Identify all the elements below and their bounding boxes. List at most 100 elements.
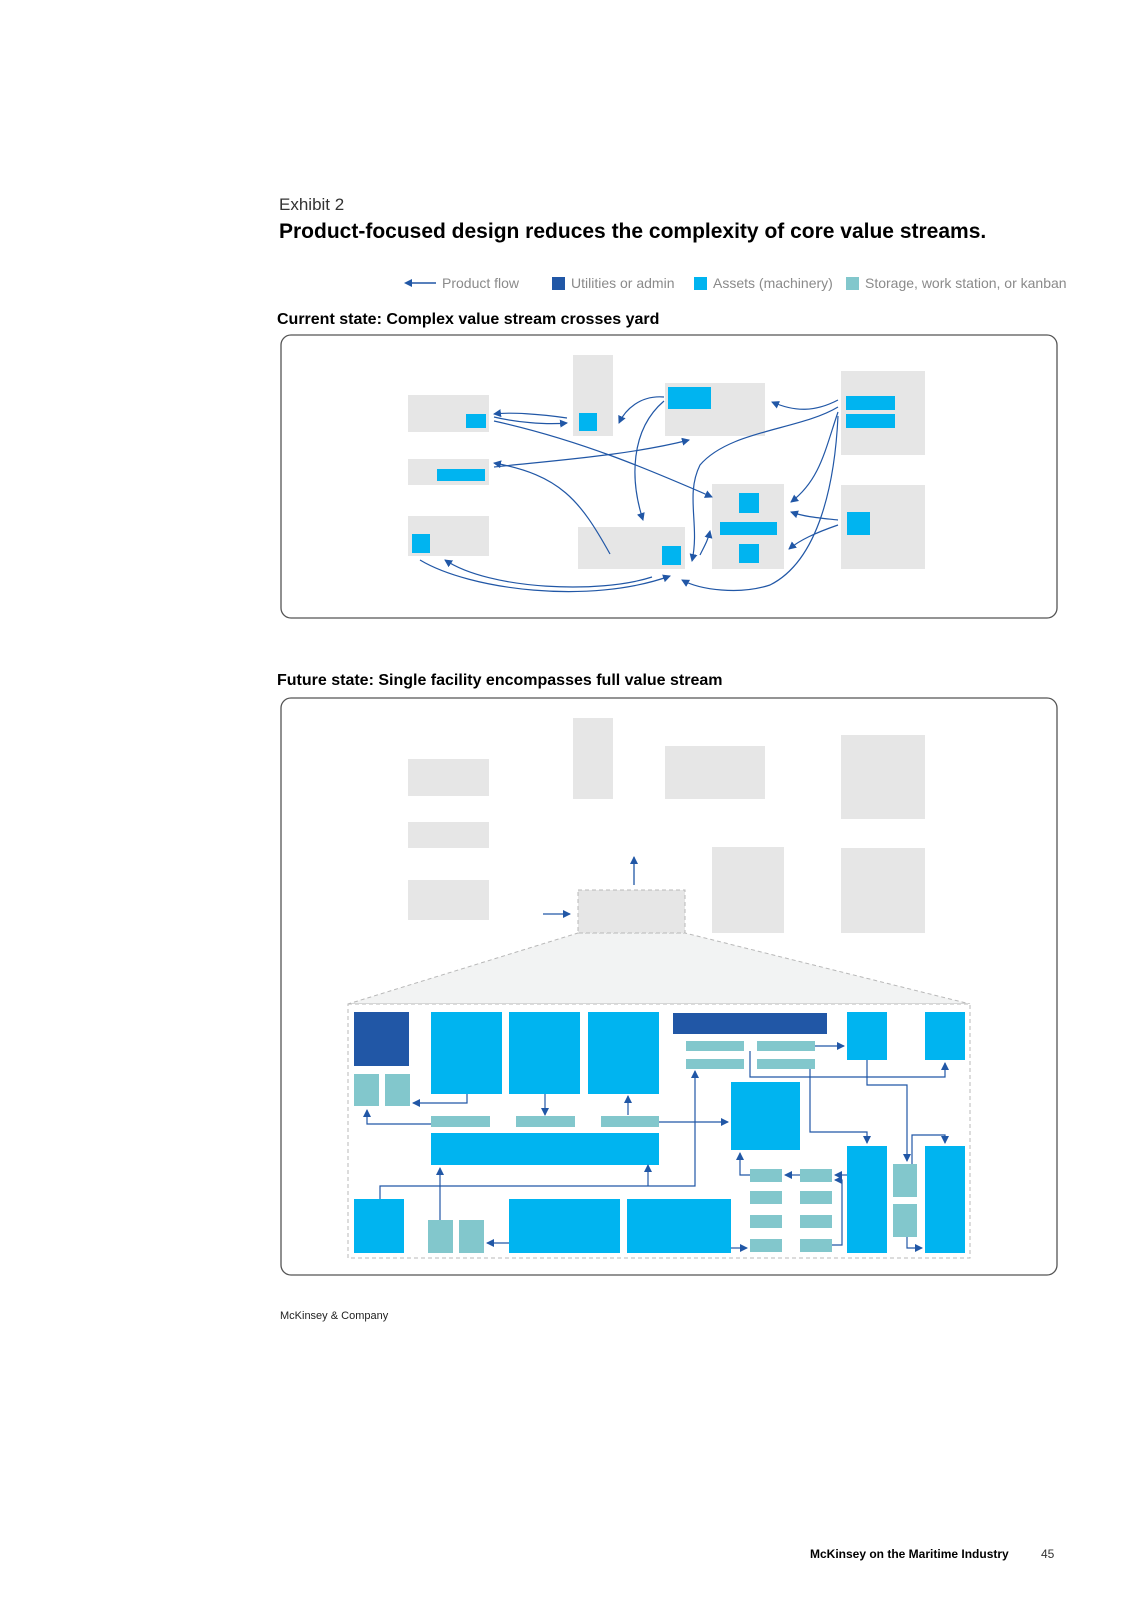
asset bbox=[925, 1146, 965, 1253]
storage-block bbox=[428, 1220, 453, 1253]
flow-arrow bbox=[749, 1051, 949, 1078]
asset bbox=[354, 1199, 404, 1253]
flow-arrow bbox=[618, 396, 665, 424]
storage-block bbox=[750, 1239, 782, 1252]
flow-arrow bbox=[493, 416, 568, 428]
asset bbox=[466, 414, 486, 428]
flow-arrow bbox=[419, 559, 671, 593]
publication-title: McKinsey on the Maritime Industry bbox=[810, 1547, 1009, 1561]
asset bbox=[847, 1146, 887, 1253]
flow-arrow bbox=[493, 437, 690, 468]
asset bbox=[739, 493, 759, 513]
storage-block bbox=[800, 1215, 832, 1228]
flow-arrow bbox=[809, 1069, 871, 1144]
storage-block bbox=[686, 1041, 744, 1051]
storage-block bbox=[757, 1059, 815, 1069]
building bbox=[841, 371, 925, 455]
building bbox=[841, 848, 925, 933]
future-state-diagram bbox=[280, 697, 1058, 1276]
asset bbox=[720, 522, 777, 535]
exhibit-label: Exhibit 2 bbox=[279, 195, 345, 214]
building bbox=[408, 822, 489, 848]
flow-arrow bbox=[689, 406, 839, 562]
flow-arrow bbox=[681, 415, 839, 592]
utility-block bbox=[673, 1013, 827, 1034]
future-state-title: Future state: Single facility encompasse… bbox=[277, 672, 723, 689]
storage-block bbox=[459, 1220, 484, 1253]
new-facility bbox=[577, 889, 686, 934]
flow-arrow bbox=[699, 530, 713, 556]
flow-arrow bbox=[493, 420, 713, 498]
flow-arrow bbox=[906, 1237, 923, 1252]
legend-item-storage: Storage, work station, or kanban bbox=[846, 275, 1067, 291]
detail-utilities bbox=[354, 1012, 827, 1066]
legend-swatch-utilities bbox=[552, 276, 565, 290]
page-number: 45 bbox=[1041, 1547, 1055, 1561]
flow-arrow bbox=[363, 1109, 431, 1125]
storage-block bbox=[750, 1215, 782, 1228]
asset bbox=[431, 1012, 502, 1094]
flow-arrow bbox=[790, 411, 839, 503]
asset bbox=[437, 469, 485, 481]
flow-arrow bbox=[788, 524, 839, 550]
storage-block bbox=[800, 1169, 832, 1182]
future-state-frame bbox=[280, 697, 1058, 1276]
storage-block bbox=[757, 1041, 815, 1051]
legend-label-product-flow: Product flow bbox=[442, 275, 520, 291]
asset bbox=[509, 1012, 580, 1094]
legend-swatch-assets bbox=[694, 276, 707, 290]
asset bbox=[588, 1012, 659, 1094]
asset bbox=[668, 387, 711, 409]
storage-block bbox=[750, 1169, 782, 1182]
flow-arrow bbox=[866, 1060, 911, 1162]
utility-block bbox=[354, 1012, 409, 1066]
building bbox=[573, 718, 613, 799]
detail-product-flows bbox=[363, 1042, 949, 1252]
legend-item-assets: Assets (machinery) bbox=[694, 275, 833, 291]
flow-arrow bbox=[493, 409, 568, 419]
storage-block bbox=[800, 1191, 832, 1204]
flow-arrow bbox=[832, 1176, 843, 1246]
asset bbox=[847, 512, 870, 535]
flow-arrow bbox=[493, 460, 611, 555]
legend-label-assets: Assets (machinery) bbox=[713, 275, 833, 291]
storage-block bbox=[800, 1239, 832, 1252]
current-state-diagram bbox=[280, 334, 1058, 619]
asset bbox=[731, 1082, 800, 1150]
building bbox=[712, 847, 784, 933]
legend-label-storage: Storage, work station, or kanban bbox=[865, 275, 1067, 291]
asset bbox=[627, 1199, 731, 1253]
asset bbox=[579, 413, 597, 431]
detail-storage bbox=[354, 1041, 917, 1253]
current-state-title: Current state: Complex value stream cros… bbox=[277, 311, 660, 328]
asset bbox=[509, 1199, 620, 1253]
arrow-left-icon bbox=[404, 279, 436, 287]
legend-item-utilities: Utilities or admin bbox=[552, 275, 674, 291]
detail-assets bbox=[354, 1012, 965, 1253]
building bbox=[665, 746, 765, 799]
flow-arrow bbox=[736, 1152, 750, 1176]
flow-arrow bbox=[444, 559, 653, 588]
current-product-flows bbox=[419, 396, 839, 593]
legend-label-utilities: Utilities or admin bbox=[571, 275, 675, 291]
flow-arrow bbox=[412, 1094, 468, 1107]
exhibit-title: Product-focused design reduces the compl… bbox=[279, 220, 987, 243]
flow-arrow bbox=[790, 510, 839, 521]
flow-arrow bbox=[911, 1134, 949, 1164]
storage-block bbox=[686, 1059, 744, 1069]
asset bbox=[739, 544, 759, 563]
building bbox=[408, 880, 489, 920]
asset bbox=[846, 414, 895, 428]
storage-block bbox=[893, 1204, 917, 1237]
zoom-projection bbox=[347, 932, 971, 1005]
asset bbox=[662, 546, 681, 565]
asset bbox=[412, 534, 430, 553]
storage-block bbox=[431, 1116, 490, 1127]
flow-arrow bbox=[379, 1070, 699, 1199]
storage-block bbox=[385, 1074, 410, 1106]
asset bbox=[431, 1133, 659, 1165]
storage-block bbox=[601, 1116, 659, 1127]
storage-block bbox=[516, 1116, 575, 1127]
legend-item-product-flow: Product flow bbox=[404, 275, 519, 291]
